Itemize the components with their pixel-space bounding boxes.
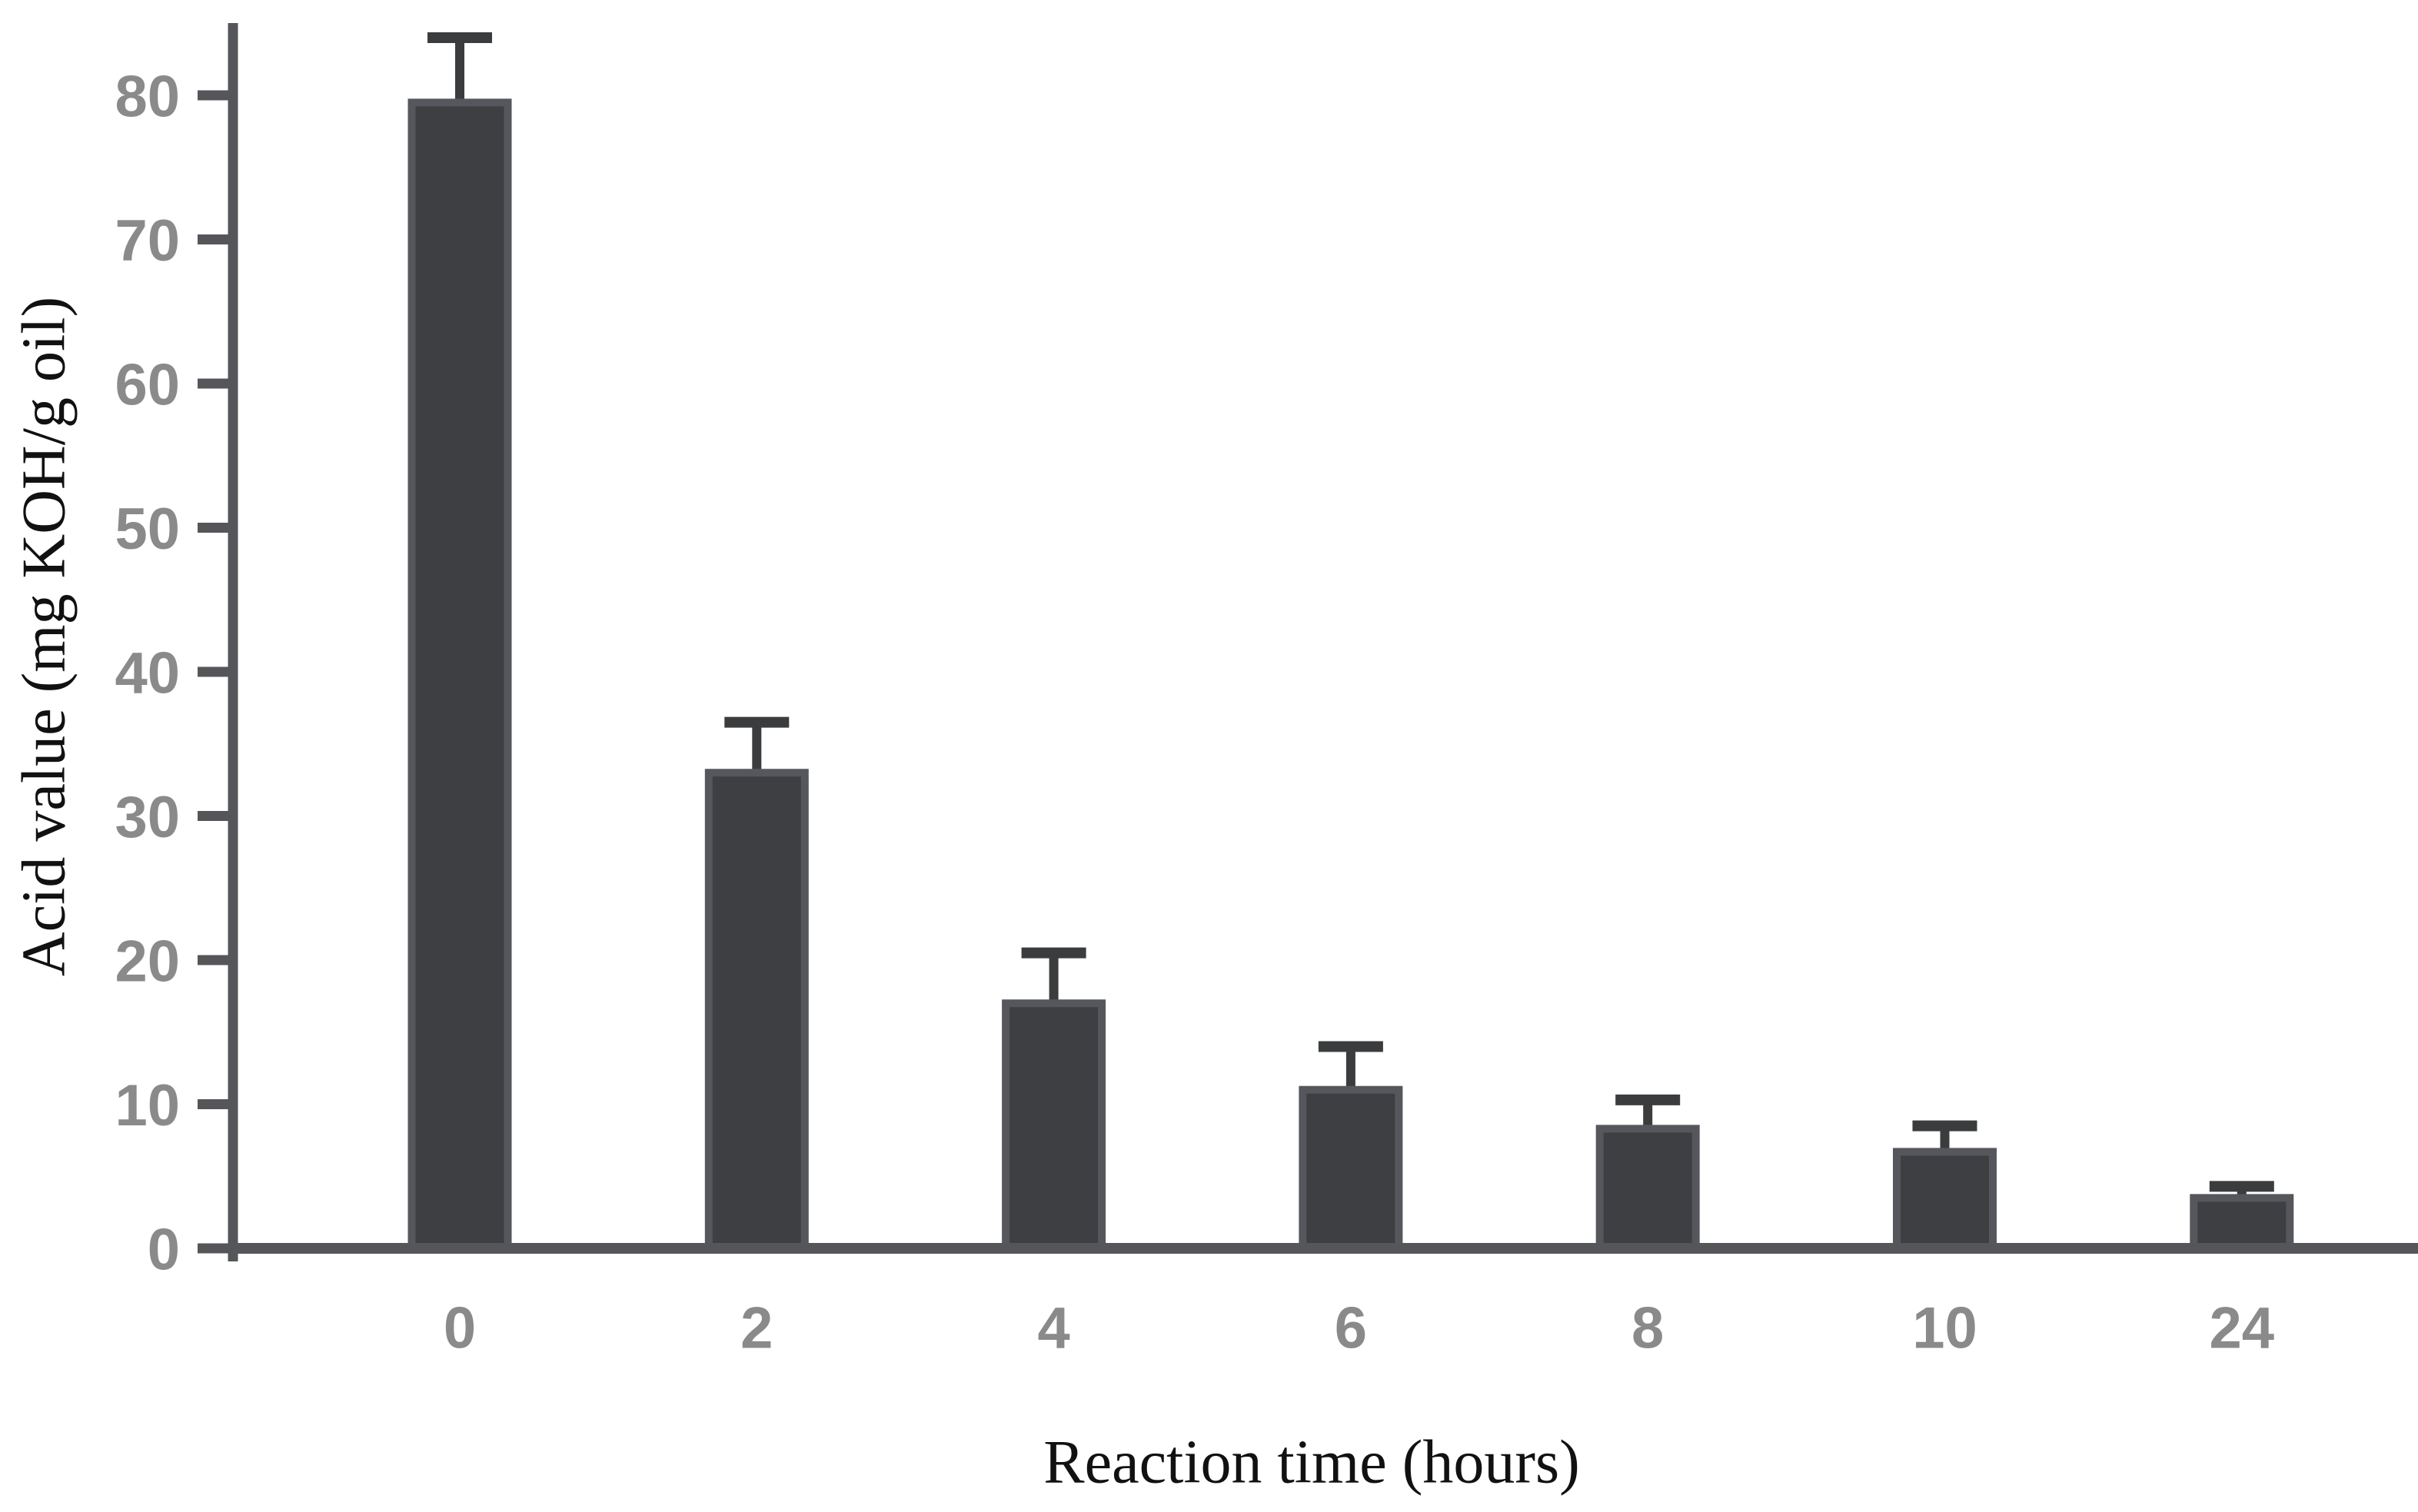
x-tick-label: 2 [740, 1295, 773, 1361]
x-tick-label: 0 [444, 1295, 476, 1361]
y-tick-label: 70 [115, 208, 180, 274]
bar [704, 769, 809, 1252]
bar [2190, 1194, 2294, 1252]
error-bar-cap [724, 716, 790, 728]
x-axis-line [228, 1243, 2418, 1254]
bar [1893, 1148, 1997, 1252]
x-tick-label: 10 [1912, 1295, 1977, 1361]
x-tick-label: 6 [1335, 1295, 1367, 1361]
error-bar-cap [1912, 1120, 1977, 1132]
y-tick-label: 0 [148, 1217, 180, 1282]
bar [407, 98, 512, 1252]
bar [1002, 999, 1106, 1252]
x-axis-title-text: Reaction time (hours) [1043, 1428, 1580, 1497]
y-tick-label: 80 [115, 64, 180, 129]
error-bar-cap [427, 32, 492, 43]
error-bar-cap [1021, 947, 1086, 959]
error-bar-cap [1615, 1094, 1681, 1105]
y-tick-label: 50 [115, 497, 180, 562]
bar [1595, 1125, 1700, 1252]
x-tick-label: 8 [1631, 1295, 1664, 1361]
y-axis-title-text: Acid value (mg KOH/g oil) [10, 296, 78, 977]
y-tick-label: 30 [115, 785, 180, 850]
y-tick-label: 20 [115, 929, 180, 994]
error-bar-cap [1318, 1041, 1383, 1052]
error-bar-cap [2209, 1181, 2274, 1192]
y-tick-label: 60 [115, 352, 180, 417]
bar [1299, 1085, 1403, 1252]
y-tick-label: 10 [115, 1073, 180, 1138]
x-tick-label: 24 [2210, 1295, 2275, 1361]
x-tick-label: 4 [1037, 1295, 1069, 1361]
y-tick-label: 40 [115, 640, 180, 706]
